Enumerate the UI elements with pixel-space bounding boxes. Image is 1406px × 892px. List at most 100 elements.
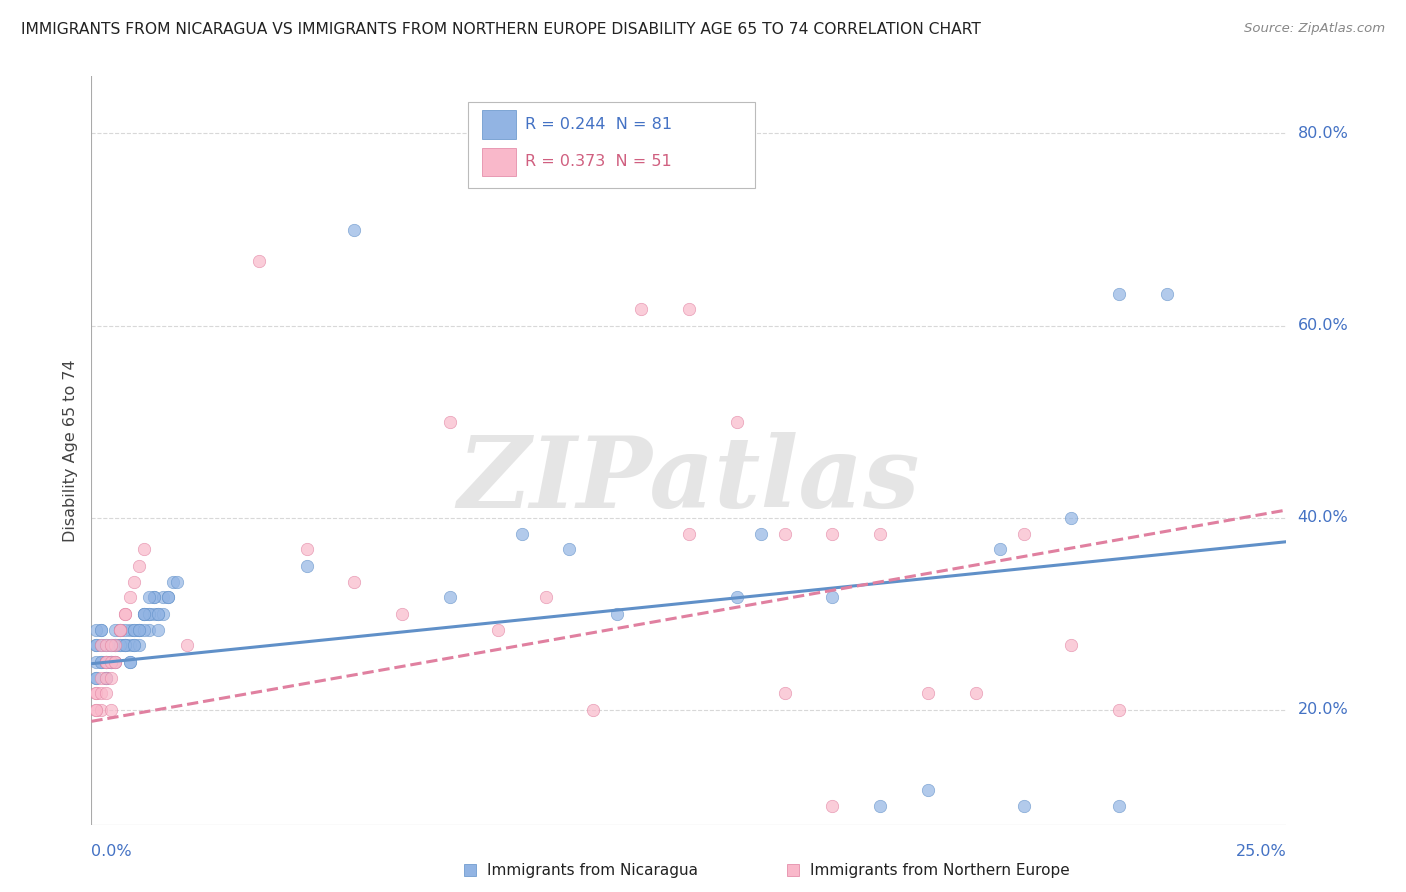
Point bbox=[725, 415, 748, 429]
Point bbox=[148, 607, 170, 621]
Point bbox=[114, 639, 136, 653]
Point bbox=[965, 686, 987, 700]
Point bbox=[148, 623, 170, 637]
Point bbox=[100, 639, 122, 653]
Point bbox=[138, 623, 160, 637]
Text: 60.0%: 60.0% bbox=[1298, 318, 1348, 333]
Point bbox=[630, 302, 652, 317]
Point bbox=[1060, 510, 1083, 524]
Point bbox=[128, 623, 150, 637]
Point bbox=[90, 639, 112, 653]
Point bbox=[84, 639, 107, 653]
Point bbox=[821, 527, 844, 541]
Point bbox=[100, 655, 122, 669]
Point bbox=[132, 542, 155, 557]
FancyBboxPatch shape bbox=[482, 111, 516, 139]
Point bbox=[118, 639, 141, 653]
Point bbox=[1108, 798, 1130, 813]
Point bbox=[94, 655, 117, 669]
Point bbox=[1012, 798, 1035, 813]
Point bbox=[138, 591, 160, 605]
Point bbox=[114, 607, 136, 621]
Point bbox=[439, 591, 461, 605]
Point bbox=[118, 655, 141, 669]
Point bbox=[90, 703, 112, 717]
Point bbox=[108, 623, 131, 637]
Point bbox=[118, 623, 141, 637]
Point bbox=[132, 607, 155, 621]
Point bbox=[869, 527, 891, 541]
Point bbox=[749, 527, 772, 541]
Point bbox=[1108, 286, 1130, 301]
Point bbox=[100, 655, 122, 669]
Point bbox=[486, 623, 509, 637]
Point bbox=[90, 623, 112, 637]
Point bbox=[84, 686, 107, 700]
Point bbox=[124, 623, 146, 637]
Point bbox=[108, 639, 131, 653]
Point bbox=[152, 591, 174, 605]
Point bbox=[100, 703, 122, 717]
Text: 80.0%: 80.0% bbox=[1298, 126, 1348, 141]
Point bbox=[94, 655, 117, 669]
Point bbox=[124, 639, 146, 653]
Point bbox=[869, 798, 891, 813]
Point bbox=[678, 302, 700, 317]
Point bbox=[100, 639, 122, 653]
FancyBboxPatch shape bbox=[482, 148, 516, 177]
Point bbox=[725, 591, 748, 605]
Text: 20.0%: 20.0% bbox=[1298, 702, 1348, 717]
Point bbox=[108, 639, 131, 653]
Point bbox=[582, 703, 605, 717]
Text: R = 0.244  N = 81: R = 0.244 N = 81 bbox=[526, 117, 672, 132]
Text: Source: ZipAtlas.com: Source: ZipAtlas.com bbox=[1244, 22, 1385, 36]
Text: Immigrants from Nicaragua: Immigrants from Nicaragua bbox=[486, 863, 697, 878]
Text: R = 0.373  N = 51: R = 0.373 N = 51 bbox=[526, 154, 672, 169]
Point bbox=[94, 671, 117, 685]
Point bbox=[510, 527, 533, 541]
Point bbox=[114, 607, 136, 621]
Point bbox=[104, 639, 127, 653]
Point bbox=[1012, 527, 1035, 541]
Point bbox=[118, 591, 141, 605]
Point bbox=[108, 623, 131, 637]
Point bbox=[84, 703, 107, 717]
Point bbox=[138, 607, 160, 621]
Text: 0.0%: 0.0% bbox=[91, 844, 132, 859]
Point bbox=[1156, 286, 1178, 301]
Point bbox=[156, 591, 179, 605]
Point bbox=[84, 639, 107, 653]
Point bbox=[124, 623, 146, 637]
Point bbox=[90, 686, 112, 700]
Point bbox=[94, 655, 117, 669]
Point bbox=[94, 686, 117, 700]
Point bbox=[142, 591, 165, 605]
Point bbox=[1108, 703, 1130, 717]
Point bbox=[152, 607, 174, 621]
Point bbox=[128, 623, 150, 637]
Point bbox=[114, 639, 136, 653]
Point bbox=[108, 623, 131, 637]
Text: Immigrants from Northern Europe: Immigrants from Northern Europe bbox=[810, 863, 1070, 878]
Point bbox=[94, 671, 117, 685]
Point bbox=[1060, 639, 1083, 653]
Point bbox=[138, 607, 160, 621]
Point bbox=[988, 542, 1011, 557]
Point bbox=[534, 591, 557, 605]
Point bbox=[104, 639, 127, 653]
Point bbox=[148, 607, 170, 621]
Point bbox=[128, 623, 150, 637]
Point bbox=[162, 575, 184, 590]
Point bbox=[90, 671, 112, 685]
Point bbox=[558, 542, 581, 557]
Point bbox=[128, 639, 150, 653]
Point bbox=[118, 655, 141, 669]
Point bbox=[94, 639, 117, 653]
Point bbox=[142, 591, 165, 605]
Point bbox=[295, 542, 318, 557]
Point bbox=[84, 671, 107, 685]
Point bbox=[391, 607, 413, 621]
Point bbox=[124, 575, 146, 590]
Point bbox=[108, 623, 131, 637]
Point bbox=[90, 623, 112, 637]
